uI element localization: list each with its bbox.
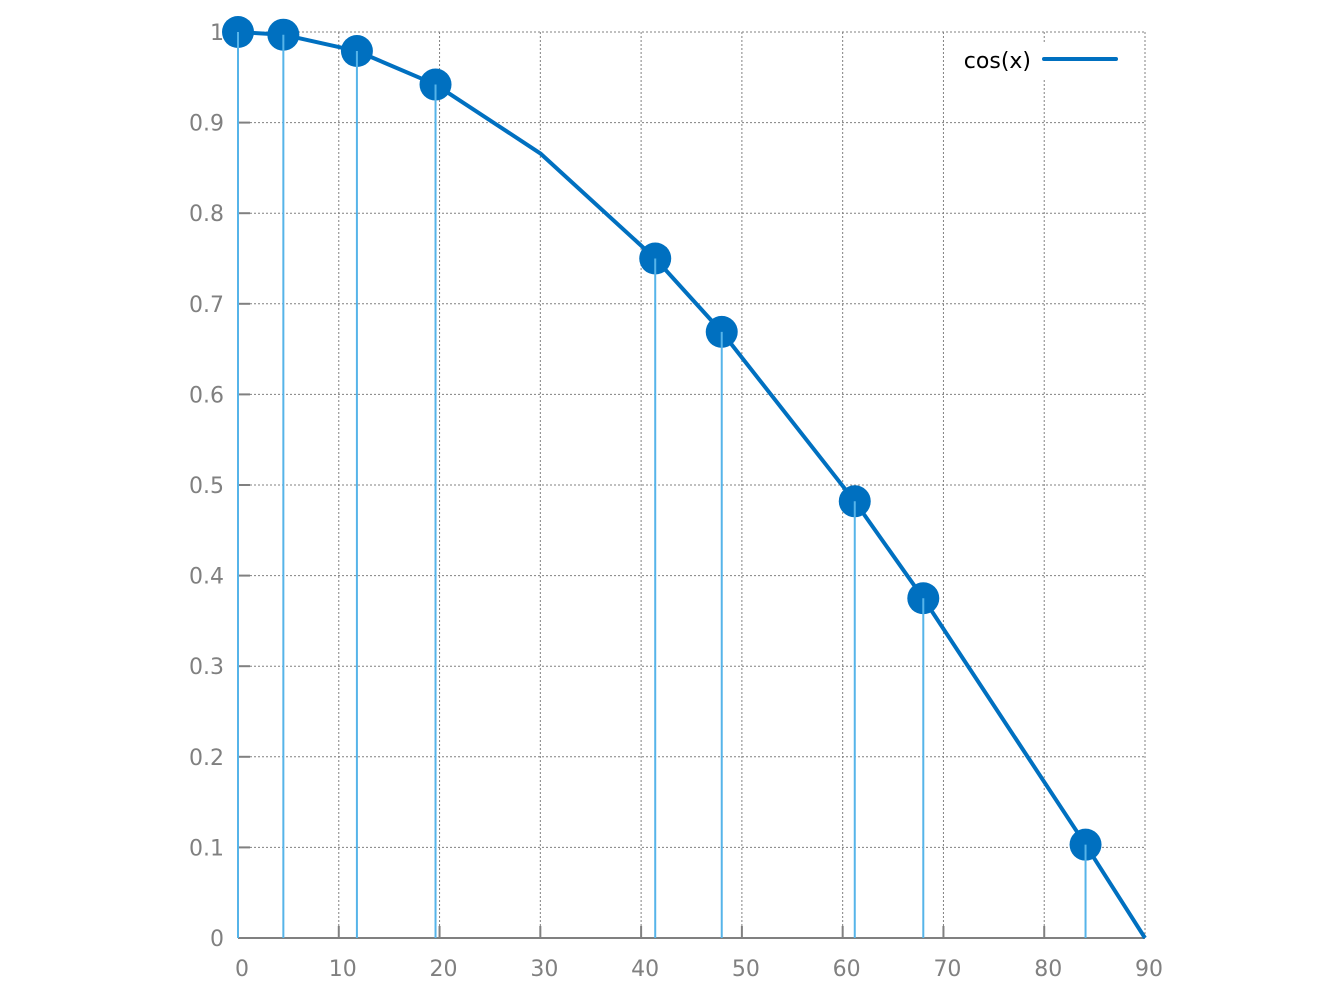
y-tick-label: 0 [210, 927, 224, 952]
y-tick-label: 0.2 [189, 746, 224, 771]
y-tick-label: 0.5 [189, 474, 224, 499]
y-tick-label: 0.6 [189, 383, 224, 408]
x-tick-label: 30 [530, 957, 558, 982]
y-tick-label: 0.4 [189, 565, 224, 590]
grid [238, 31, 1146, 938]
x-tick-label: 60 [833, 957, 861, 982]
legend: cos(x) [944, 42, 1134, 78]
x-tick-label: 40 [631, 957, 659, 982]
y-tick-label: 0.3 [189, 655, 224, 680]
x-tick-label: 0 [235, 957, 249, 982]
x-tick-label: 90 [1135, 957, 1163, 982]
tick-labels: 0 10 20 30 40 50 60 70 80 90 0 0.1 0.2 0.3 0.4 0.5 0.6 0.… [189, 21, 1163, 982]
y-tick-label: 0.7 [189, 293, 224, 318]
x-tick-label: 10 [329, 957, 357, 982]
x-tick-label: 70 [933, 957, 961, 982]
x-tick-label: 80 [1034, 957, 1062, 982]
x-tick-label: 20 [430, 957, 458, 982]
axes [238, 31, 1145, 939]
data-point-marker [838, 485, 871, 518]
legend-label: cos(x) [964, 49, 1031, 74]
y-tick-label: 0.9 [189, 112, 224, 137]
y-tick-label: 0.1 [189, 836, 224, 861]
x-tick-label: 50 [732, 957, 760, 982]
y-tick-label: 1 [210, 21, 224, 46]
markers [222, 16, 1102, 938]
y-tick-label: 0.8 [189, 202, 224, 227]
